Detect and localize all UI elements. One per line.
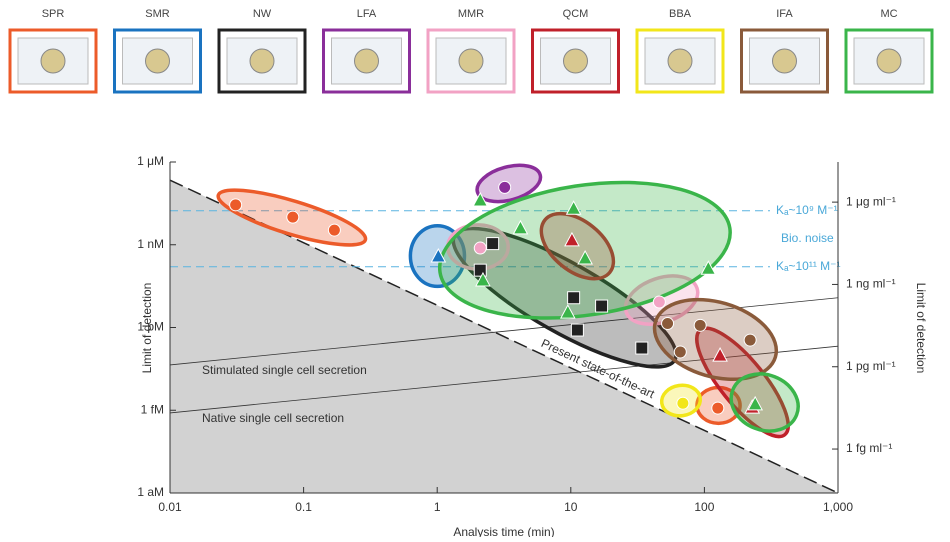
x-tick-label: 0.01: [158, 500, 182, 514]
secretion-label: Stimulated single cell secretion: [202, 363, 367, 377]
data-point: [559, 304, 576, 319]
icon-art: [667, 48, 693, 74]
data-point: [635, 341, 649, 355]
data-point: [577, 249, 593, 265]
data-point: [712, 347, 728, 362]
data-point: [747, 395, 764, 411]
data-point: [743, 333, 757, 347]
icon-label: BBA: [669, 8, 692, 20]
y-tick-label: 1 nM: [137, 237, 164, 251]
y-tick-label: 1 aM: [137, 485, 164, 499]
y2-tick-label: 1 ng ml⁻¹: [846, 277, 896, 291]
icon-art: [354, 48, 379, 74]
data-point: [693, 318, 707, 332]
data-point: [473, 263, 487, 277]
y-axis-label: Limit of detection: [140, 283, 154, 374]
secretion-line: [170, 297, 838, 366]
icon-label: LFA: [357, 8, 377, 20]
technique-region: [652, 297, 779, 382]
x-tick-label: 10: [564, 500, 578, 514]
icon-art: [249, 48, 275, 74]
icon-art: [331, 37, 402, 85]
data-point: [567, 291, 581, 305]
icon-art: [145, 48, 170, 74]
data-point: [430, 247, 447, 263]
technique-region: [437, 180, 732, 320]
data-point: [564, 231, 580, 247]
x-tick-label: 0.1: [295, 500, 312, 514]
icon-label: SPR: [42, 8, 65, 20]
data-point: [486, 237, 500, 251]
icon-label: SMR: [145, 8, 170, 20]
data-point: [286, 210, 300, 224]
icon-label: MC: [880, 8, 897, 20]
secretion-line: [170, 345, 838, 414]
reference-label: Kₐ~10¹¹ M⁻¹: [776, 259, 840, 273]
data-point: [711, 401, 725, 415]
x-tick-label: 1,000: [823, 500, 853, 514]
icon-label: IFA: [776, 8, 793, 20]
technique-icons: SPR SMR NW LFA MMR QCM BBA IFA MC: [8, 8, 934, 94]
data-point: [512, 219, 529, 235]
y-tick-label: 1 pM: [137, 320, 164, 334]
y-tick-label: 1 fM: [141, 402, 164, 416]
icon-label: QCM: [563, 8, 589, 20]
data-point: [661, 316, 675, 330]
y2-axis-label: Limit of detection: [914, 283, 928, 374]
data-point: [472, 191, 489, 207]
x-tick-label: 100: [694, 500, 714, 514]
icon-art: [458, 48, 484, 74]
icon-art: [876, 48, 902, 74]
x-axis-label: Analysis time (min): [453, 525, 554, 537]
y2-tick-label: 1 μg ml⁻¹: [846, 194, 896, 208]
data-point: [673, 345, 687, 359]
data-point: [565, 200, 582, 215]
data-point: [327, 223, 341, 237]
icon-art: [772, 48, 797, 74]
data-point: [229, 198, 243, 212]
x-tick-label: 1: [434, 500, 441, 514]
data-point: [570, 323, 584, 337]
data-point: [498, 180, 512, 194]
reference-note: Bio. noise: [781, 231, 834, 245]
icon-art: [563, 48, 588, 74]
data-point: [475, 271, 491, 287]
y-tick-label: 1 μM: [137, 154, 164, 168]
icon-label: NW: [253, 8, 272, 20]
icon-art: [644, 37, 716, 85]
data-point: [595, 299, 609, 313]
reference-label: Kₐ~10⁹ M⁻¹: [776, 203, 838, 217]
data-point: [676, 396, 690, 410]
technique-region: [729, 372, 800, 433]
y2-tick-label: 1 fg ml⁻¹: [846, 441, 892, 455]
data-point: [652, 295, 666, 309]
data-point: [700, 260, 717, 275]
icon-label: MMR: [458, 8, 484, 20]
secretion-label: Native single cell secretion: [202, 411, 344, 425]
y2-tick-label: 1 pg ml⁻¹: [846, 359, 896, 373]
data-point: [473, 241, 487, 255]
icon-art: [40, 48, 66, 74]
